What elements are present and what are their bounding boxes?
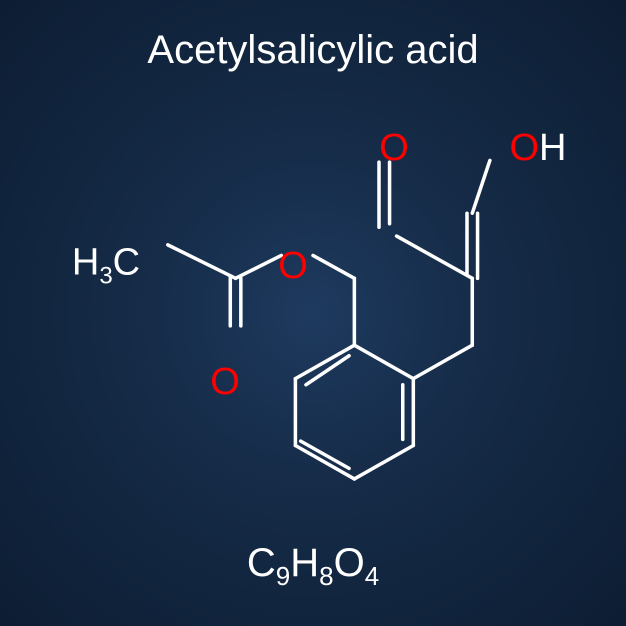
formula-C: C: [247, 541, 276, 585]
formula-h-count: 8: [319, 561, 333, 591]
atom-ch3-h: H: [72, 242, 99, 284]
atom-layer: O OH O O H3C: [0, 90, 626, 530]
compound-title: Acetylsalicylic acid: [0, 28, 626, 73]
atom-ch3-c: C: [113, 242, 140, 284]
formula-c-count: 9: [276, 561, 290, 591]
atom-ch3-sub: 3: [99, 262, 112, 289]
atom-oh-h: H: [539, 127, 566, 169]
atom-oh: OH: [509, 129, 566, 167]
atom-oh-o: O: [509, 127, 539, 169]
formula-O: O: [334, 541, 365, 585]
formula-H: H: [290, 541, 319, 585]
molecular-formula: C9H8O4: [0, 541, 626, 592]
formula-o-count: 4: [365, 561, 379, 591]
atom-o-dbl: O: [210, 363, 240, 401]
molecule-diagram: Acetylsalicylic acid O OH O O H3C C9H8O4: [0, 0, 626, 626]
atom-o-carbonyl-top: O: [379, 129, 409, 167]
atom-o-bridge: O: [278, 247, 308, 285]
atom-ch3: H3C: [72, 244, 140, 289]
